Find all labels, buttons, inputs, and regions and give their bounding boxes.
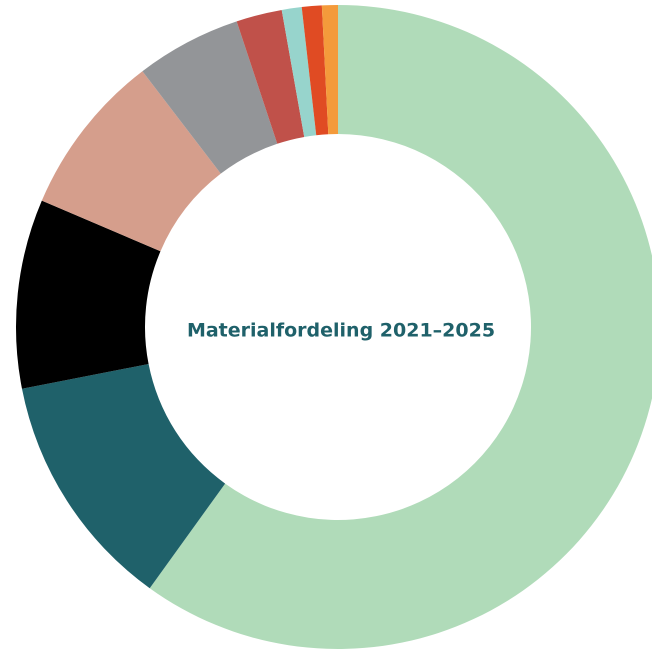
pie-slice-8 [301,5,329,136]
pie-slice-4 [41,71,221,252]
pie-slice-1 [149,5,652,649]
donut-slices [15,5,652,649]
pie-slice-9 [321,5,338,135]
pie-slice-5 [142,21,278,174]
chart-title: Materialfordeling 2021–2025 [187,320,495,342]
pie-slice-3 [15,200,161,389]
pie-slice-6 [236,9,305,144]
pie-slice-2 [21,364,226,589]
pie-slice-7 [281,7,317,137]
